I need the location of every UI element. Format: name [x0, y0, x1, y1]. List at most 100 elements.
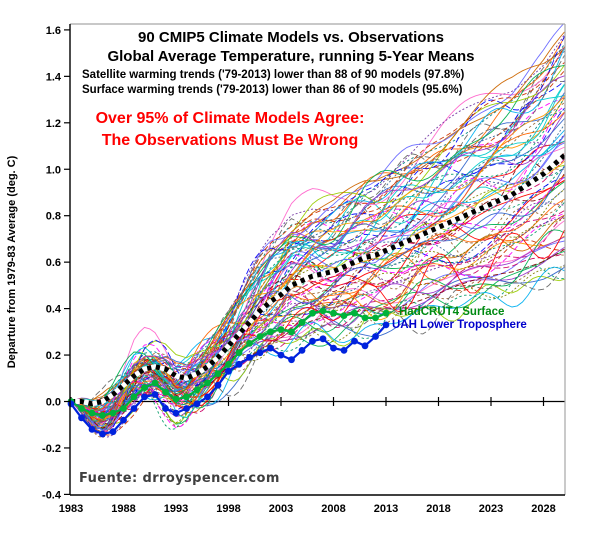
uah-marker	[109, 428, 117, 436]
annotation-line1: Over 95% of Climate Models Agree:	[95, 110, 365, 127]
model-run-line	[70, 229, 565, 432]
hadcrut4-marker	[141, 384, 148, 391]
hadcrut4-marker	[298, 319, 306, 326]
uah-marker	[351, 337, 358, 345]
x-tick-label: 2013	[374, 503, 398, 515]
hadcrut4-marker	[130, 393, 138, 401]
hadcrut4-marker	[340, 312, 348, 319]
x-tick-label: 1983	[59, 503, 83, 515]
hadcrut4-marker	[151, 379, 159, 387]
model-run-line	[70, 188, 565, 406]
uah-marker	[267, 344, 274, 352]
hadcrut4-marker	[330, 309, 337, 317]
uah-marker	[298, 347, 306, 354]
source-credit: Fuente: drroyspencer.com	[79, 471, 280, 486]
uah-marker	[162, 405, 169, 412]
model-run-line	[70, 198, 565, 439]
x-tick-label: 2003	[269, 503, 293, 515]
model-run-line	[70, 92, 565, 431]
uah-marker	[256, 349, 264, 357]
y-tick-label: 0.4	[46, 304, 62, 316]
x-tick-label: 1998	[216, 503, 240, 515]
model-run-line	[70, 168, 565, 425]
model-run-line	[70, 46, 565, 421]
hadcrut4-marker	[267, 328, 274, 336]
hadcrut4-marker	[99, 412, 106, 419]
hadcrut4-marker	[277, 326, 285, 333]
hadcrut4-marker	[172, 395, 180, 403]
model-run-line	[70, 216, 565, 419]
x-tick-label: 2008	[321, 503, 345, 515]
y-axis-title: Departure from 1979-83 Average (deg. C)	[6, 155, 18, 369]
model-run-line	[70, 266, 565, 412]
chart-title-line2: Global Average Temperature, running 5-Ye…	[107, 48, 475, 65]
hadcrut4-marker	[351, 309, 358, 317]
uah-marker	[309, 337, 316, 345]
x-tick-label: 2018	[426, 503, 450, 515]
model-run-line	[70, 31, 565, 429]
model-run-line	[70, 202, 565, 438]
y-tick-label: 0.8	[46, 211, 61, 223]
uah-marker	[235, 360, 243, 368]
uah-marker	[204, 393, 211, 401]
hadcrut4-marker	[120, 405, 127, 412]
chart-title-line1: 90 CMIP5 Climate Models vs. Observations	[138, 29, 444, 46]
uah-marker	[361, 342, 369, 350]
y-tick-label: 0.2	[46, 350, 61, 362]
model-run-line	[70, 265, 565, 434]
y-tick-label: 0.0	[46, 397, 61, 409]
hadcrut4-marker	[319, 307, 327, 315]
uah-marker	[141, 393, 148, 401]
model-run-line	[70, 64, 565, 423]
model-run-line	[70, 47, 565, 422]
uah-marker	[183, 405, 190, 412]
hadcrut4-marker	[88, 409, 96, 417]
x-tick-label: 1988	[111, 503, 135, 515]
uah-marker	[99, 430, 106, 438]
y-tick-label: -0.4	[42, 489, 62, 501]
y-tick-label: 0.6	[46, 257, 61, 269]
hadcrut4-marker	[235, 349, 243, 357]
model-run-line	[70, 97, 565, 403]
model-run-line	[70, 217, 565, 419]
hadcrut4-marker	[183, 393, 190, 401]
hadcrut4-marker	[288, 328, 295, 336]
hadcrut4-marker	[361, 314, 369, 322]
model-run-line	[70, 55, 565, 423]
model-run-line	[70, 239, 565, 436]
y-tick-label: -0.2	[42, 443, 61, 455]
uah-marker	[130, 405, 138, 412]
uah-marker	[382, 321, 390, 329]
model-run-line	[70, 266, 565, 435]
model-run-line	[70, 36, 565, 438]
hadcrut4-marker	[309, 309, 316, 317]
model-run-line	[70, 180, 565, 413]
model-run-line	[70, 102, 565, 434]
legend-label-hadcrut4: HadCRUT4 Surface	[399, 306, 505, 318]
hadcrut4-marker	[162, 388, 169, 396]
model-run-line	[70, 44, 565, 415]
model-run-line	[70, 97, 565, 407]
model-run-line	[70, 189, 565, 417]
uah-marker	[330, 344, 337, 352]
uah-marker	[193, 400, 201, 408]
hadcrut4-marker	[372, 314, 379, 322]
hadcrut4-marker	[193, 386, 201, 394]
y-tick-label: 1.0	[46, 164, 61, 176]
uah-marker	[225, 367, 232, 375]
uah-marker	[340, 347, 348, 354]
multi-model-mean-line	[71, 153, 565, 407]
uah-marker	[78, 414, 85, 422]
hadcrut4-marker	[78, 405, 85, 412]
y-tick-label: 1.4	[46, 71, 62, 83]
hadcrut4-marker	[214, 370, 222, 377]
uah-marker	[288, 356, 295, 364]
uah-marker	[120, 416, 127, 424]
x-tick-label: 1993	[164, 503, 188, 515]
model-run-line	[70, 95, 565, 421]
uah-marker	[372, 333, 379, 340]
x-tick-label: 2028	[531, 503, 555, 515]
uah-marker	[151, 391, 159, 398]
